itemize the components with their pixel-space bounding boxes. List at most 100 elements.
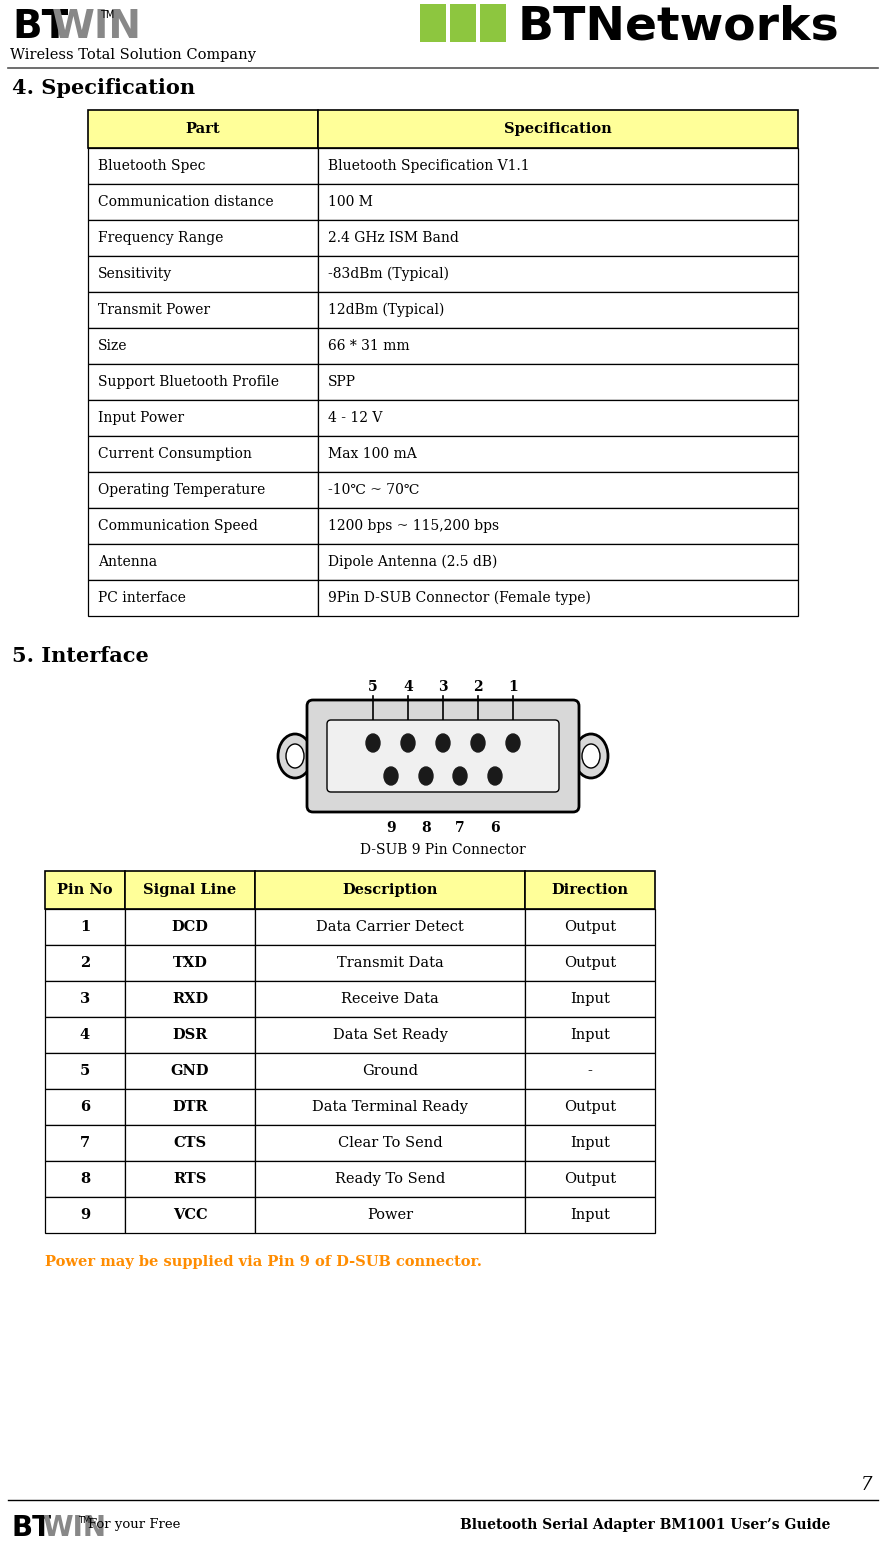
Text: 4. Specification: 4. Specification (12, 78, 195, 98)
Bar (125, 1016, 255, 1054)
Text: 100 M: 100 M (328, 194, 373, 208)
Text: GND: GND (171, 1064, 209, 1078)
Text: Bluetooth Specification V1.1: Bluetooth Specification V1.1 (328, 159, 530, 172)
Bar (45, 945, 125, 981)
Text: DTR: DTR (172, 1100, 208, 1114)
Bar (45, 1197, 125, 1232)
Bar (125, 909, 255, 945)
Bar (88, 183, 318, 221)
Text: DSR: DSR (172, 1029, 207, 1043)
Text: 66 * 31 mm: 66 * 31 mm (328, 339, 409, 353)
Ellipse shape (401, 733, 415, 752)
Bar (88, 399, 318, 437)
Bar (125, 981, 255, 1016)
Bar (125, 870, 255, 909)
Text: Data Terminal Ready: Data Terminal Ready (312, 1100, 468, 1114)
Text: Communication Speed: Communication Speed (98, 519, 258, 533)
Text: 3: 3 (439, 681, 447, 695)
Text: Sensitivity: Sensitivity (98, 267, 172, 281)
Text: SPP: SPP (328, 375, 356, 388)
Bar (255, 1054, 525, 1089)
Text: 9: 9 (386, 821, 396, 834)
Text: D-SUB 9 Pin Connector: D-SUB 9 Pin Connector (360, 842, 526, 856)
Bar (525, 1016, 655, 1054)
Text: Output: Output (563, 920, 616, 934)
Bar (88, 221, 318, 256)
Text: 6: 6 (80, 1100, 90, 1114)
Bar (125, 1197, 255, 1232)
Bar (88, 437, 318, 472)
Ellipse shape (366, 733, 380, 752)
Bar (525, 1125, 655, 1161)
Bar (525, 945, 655, 981)
Text: For your Free: For your Free (88, 1518, 181, 1531)
Text: Pin No: Pin No (58, 883, 113, 897)
Bar (318, 580, 798, 615)
Bar (45, 1125, 125, 1161)
Text: -10℃ ~ 70℃: -10℃ ~ 70℃ (328, 483, 419, 497)
Text: 1: 1 (80, 920, 90, 934)
Bar (318, 508, 798, 544)
Text: 2.4 GHz ISM Band: 2.4 GHz ISM Band (328, 232, 459, 246)
FancyBboxPatch shape (307, 699, 579, 813)
Text: Receive Data: Receive Data (341, 991, 439, 1005)
Bar (480, 5, 506, 42)
Text: Input Power: Input Power (98, 410, 184, 424)
Text: TM: TM (78, 1517, 90, 1524)
Text: BT: BT (12, 1514, 52, 1542)
Bar (88, 364, 318, 399)
Bar (255, 870, 525, 909)
Ellipse shape (436, 733, 450, 752)
Bar (88, 110, 318, 148)
Bar (255, 981, 525, 1016)
Ellipse shape (286, 744, 304, 768)
Text: Input: Input (570, 1029, 610, 1043)
Text: Antenna: Antenna (98, 555, 157, 569)
Text: 2: 2 (473, 681, 483, 695)
Bar (255, 945, 525, 981)
Text: 7: 7 (455, 821, 465, 834)
Text: Operating Temperature: Operating Temperature (98, 483, 265, 497)
Bar (88, 544, 318, 580)
Bar (125, 945, 255, 981)
Text: Power may be supplied via Pin 9 of D-SUB connector.: Power may be supplied via Pin 9 of D-SUB… (45, 1256, 482, 1270)
Text: Input: Input (570, 1207, 610, 1221)
Bar (45, 981, 125, 1016)
Bar (525, 1054, 655, 1089)
Text: 1200 bps ~ 115,200 bps: 1200 bps ~ 115,200 bps (328, 519, 499, 533)
Text: Signal Line: Signal Line (144, 883, 237, 897)
Ellipse shape (278, 733, 312, 779)
Bar (88, 292, 318, 328)
Bar (45, 1016, 125, 1054)
Text: 1: 1 (509, 681, 518, 695)
Text: Frequency Range: Frequency Range (98, 232, 223, 246)
FancyBboxPatch shape (327, 720, 559, 793)
Bar (525, 909, 655, 945)
Text: Bluetooth Serial Adapter BM1001 User’s Guide: Bluetooth Serial Adapter BM1001 User’s G… (460, 1518, 830, 1532)
Text: Transmit Data: Transmit Data (337, 956, 443, 970)
Text: Ready To Send: Ready To Send (335, 1172, 445, 1186)
Text: BT: BT (12, 8, 68, 47)
Bar (318, 437, 798, 472)
Text: WIN: WIN (42, 1514, 106, 1542)
Bar (88, 256, 318, 292)
Text: 4: 4 (403, 681, 413, 695)
Bar (255, 1197, 525, 1232)
Bar (525, 981, 655, 1016)
Text: Specification: Specification (504, 123, 612, 137)
Text: 9: 9 (80, 1207, 90, 1221)
Text: 5. Interface: 5. Interface (12, 646, 149, 667)
Bar (318, 364, 798, 399)
Bar (255, 1161, 525, 1197)
Text: 8: 8 (80, 1172, 90, 1186)
Text: Power: Power (367, 1207, 413, 1221)
Bar (318, 472, 798, 508)
Bar (255, 1089, 525, 1125)
Bar (318, 110, 798, 148)
Text: DCD: DCD (172, 920, 208, 934)
Text: Data Carrier Detect: Data Carrier Detect (316, 920, 464, 934)
Bar (45, 1161, 125, 1197)
Bar (525, 1089, 655, 1125)
Text: CTS: CTS (174, 1136, 206, 1150)
Text: Part: Part (186, 123, 221, 137)
